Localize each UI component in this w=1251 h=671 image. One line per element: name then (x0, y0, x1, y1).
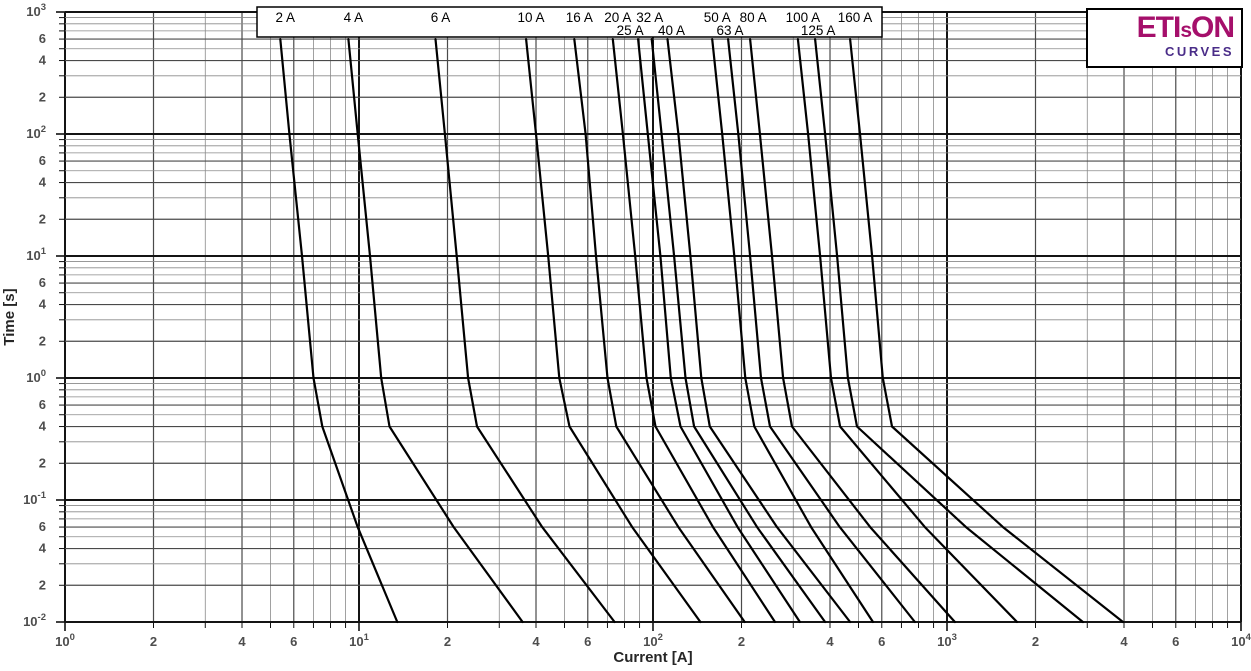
svg-text:101: 101 (349, 632, 369, 649)
svg-text:4: 4 (39, 53, 47, 68)
curve-label-32a: 32 A (636, 10, 663, 25)
svg-text:2: 2 (738, 634, 745, 649)
grid (64, 11, 1242, 623)
curve-label-2a: 2 A (276, 10, 296, 25)
svg-text:4: 4 (39, 419, 47, 434)
svg-text:2: 2 (150, 634, 157, 649)
curve-label-4a: 4 A (344, 10, 364, 25)
curve-40a (666, 38, 852, 624)
curve-63a (727, 38, 916, 624)
y-axis-title: Time [s] (1, 288, 18, 345)
svg-text:2: 2 (1032, 634, 1039, 649)
curve-25a (637, 38, 801, 624)
curve-125a (814, 38, 1084, 624)
curve-label-63a: 63 A (717, 23, 744, 38)
curve-label-80a: 80 A (740, 10, 767, 25)
svg-text:6: 6 (39, 31, 46, 46)
curve-16a (573, 38, 746, 624)
svg-text:103: 103 (937, 632, 957, 649)
curve-label-160a: 160 A (838, 10, 873, 25)
curve-10a (525, 38, 702, 624)
curve-labels: 2 A 4 A 6 A 10 A 16 A 20 A25 A32 A40 A 50 A63 … (276, 10, 873, 38)
svg-text:100: 100 (55, 632, 75, 649)
axis-ticks (56, 11, 1242, 631)
curve-label-6a: 6 A (431, 10, 451, 25)
svg-text:4: 4 (39, 541, 47, 556)
svg-text:2: 2 (39, 455, 46, 470)
svg-text:102: 102 (26, 124, 46, 141)
svg-text:2: 2 (444, 634, 451, 649)
fuse-curves (279, 38, 1125, 624)
curve-label-20a: 20 A (604, 10, 631, 25)
svg-text:4: 4 (39, 297, 47, 312)
curve-20a (611, 38, 777, 624)
svg-text:6: 6 (584, 634, 591, 649)
brand-suffix: ON (1191, 11, 1235, 44)
svg-text:2: 2 (39, 89, 46, 104)
curve-label-10a: 10 A (518, 10, 545, 25)
etison-brand: ETIsON (1088, 11, 1235, 47)
curve-label-box (256, 6, 883, 38)
curve-label-25a: 25 A (617, 23, 644, 38)
svg-text:104: 104 (1231, 632, 1251, 649)
x-axis-ticks: 100 101 102 103 104 2 4 6 2 4 6 2 4 6 2 4 6 (55, 632, 1251, 649)
curve-label-40a: 40 A (658, 23, 685, 38)
curve-6a (434, 38, 616, 624)
svg-text:6: 6 (39, 153, 46, 168)
svg-text:102: 102 (643, 632, 663, 649)
curve-160a (849, 38, 1125, 624)
svg-text:101: 101 (26, 246, 46, 263)
curve-100a (796, 38, 1019, 624)
curve-50a (711, 38, 875, 624)
svg-text:6: 6 (878, 634, 885, 649)
curve-80a (749, 38, 956, 624)
brand-prefix: ETI (1136, 11, 1182, 44)
etison-logo: ETIsON CURVES (1086, 8, 1243, 68)
curve-label-16a: 16 A (566, 10, 593, 25)
svg-text:103: 103 (26, 2, 46, 19)
svg-text:4: 4 (826, 634, 834, 649)
svg-text:2: 2 (39, 211, 46, 226)
svg-text:100: 100 (26, 368, 46, 385)
svg-text:6: 6 (290, 634, 297, 649)
svg-text:6: 6 (39, 397, 46, 412)
x-axis-title: Current [A] (613, 649, 692, 666)
svg-text:2: 2 (39, 577, 46, 592)
curve-label-100a: 100 A (786, 10, 821, 25)
y-axis-ticks: 103 102 101 100 10-1 10-2 2 4 6 2 4 6 2 4 6 2 4 6 2 4 6 (23, 2, 47, 629)
svg-text:10-2: 10-2 (23, 612, 46, 629)
brand-s: s (1180, 19, 1192, 42)
curve-2a (279, 38, 399, 624)
curve-label-50a: 50 A (704, 10, 731, 25)
svg-text:4: 4 (1120, 634, 1128, 649)
svg-text:4: 4 (39, 175, 47, 190)
curve-32a (650, 38, 827, 624)
svg-text:4: 4 (532, 634, 540, 649)
etison-curves-label: CURVES (1165, 44, 1234, 59)
curve-4a (347, 38, 524, 624)
curve-label-125a: 125 A (801, 23, 836, 38)
svg-text:2: 2 (39, 333, 46, 348)
svg-text:4: 4 (238, 634, 246, 649)
svg-text:10-1: 10-1 (23, 490, 47, 507)
svg-text:6: 6 (1172, 634, 1179, 649)
svg-text:6: 6 (39, 519, 46, 534)
svg-text:6: 6 (39, 275, 46, 290)
